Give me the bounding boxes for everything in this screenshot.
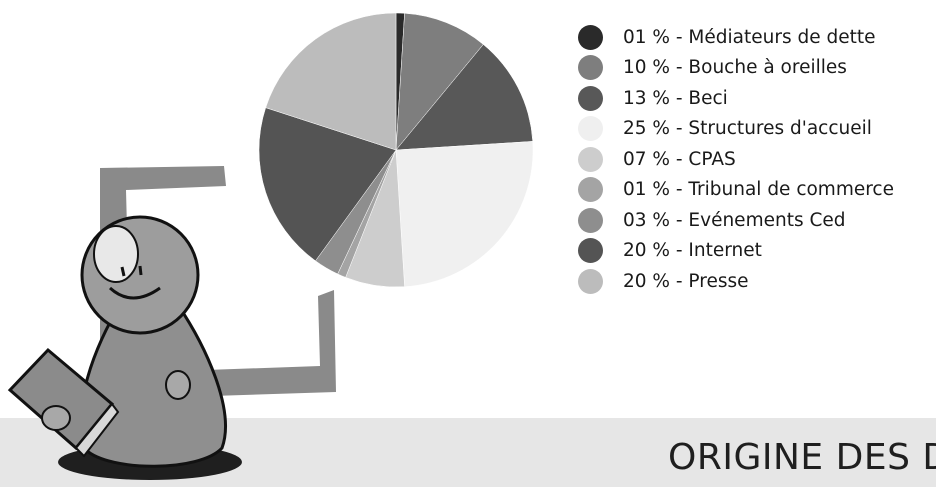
mascot-head-highlight (93, 225, 139, 283)
legend-label: 10 % - Bouche à oreilles (623, 57, 847, 79)
pie-slice (395, 13, 484, 151)
legend-label: 01 % - Tribunal de commerce (623, 179, 894, 201)
legend-swatch (578, 238, 603, 264)
mascot-hand (41, 405, 71, 431)
legend-swatch (578, 146, 603, 172)
legend-item: 01 % - Tribunal de commerce (578, 175, 894, 206)
legend-label: 01 % - Médiateurs de dette (623, 26, 876, 48)
legend-swatch (578, 55, 603, 81)
legend-label: 07 % - CPAS (623, 148, 736, 170)
mascot-eye-left (120, 266, 126, 277)
legend-swatch (578, 85, 603, 111)
legend-swatch (578, 24, 603, 50)
legend-item: 13 % - Beci (578, 83, 894, 114)
legend-item: 25 % - Structures d'accueil (578, 114, 894, 145)
pie-slice (395, 141, 534, 287)
mascot-hand (165, 370, 191, 400)
legend-swatch (578, 207, 603, 233)
legend-item: 01 % - Médiateurs de dette (578, 22, 894, 53)
legend-swatch (578, 268, 603, 294)
legend-item: 10 % - Bouche à oreilles (578, 53, 894, 84)
mascot-body (79, 303, 227, 468)
pie-slice (395, 44, 533, 151)
mascot-smile (108, 286, 161, 300)
legend-item: 20 % - Internet (578, 236, 894, 267)
legend-item: 20 % - Presse (578, 266, 894, 297)
pie-slice (258, 107, 397, 262)
legend-label: 25 % - Structures d'accueil (623, 118, 872, 140)
legend-swatch (578, 116, 603, 142)
pie-slice (265, 12, 397, 151)
legend-swatch (578, 177, 603, 203)
legend-label: 20 % - Presse (623, 270, 749, 292)
legend-label: 13 % - Beci (623, 87, 728, 109)
legend-label: 03 % - Evénements Ced (623, 209, 846, 231)
chart-legend: 01 % - Médiateurs de dette 10 % - Bouche … (578, 22, 894, 297)
page-title: ORIGINE DES DO (668, 437, 936, 478)
legend-item: 03 % - Evénements Ced (578, 205, 894, 236)
legend-label: 20 % - Internet (623, 240, 762, 262)
legend-item: 07 % - CPAS (578, 144, 894, 175)
mascot-eye-right (138, 265, 143, 276)
